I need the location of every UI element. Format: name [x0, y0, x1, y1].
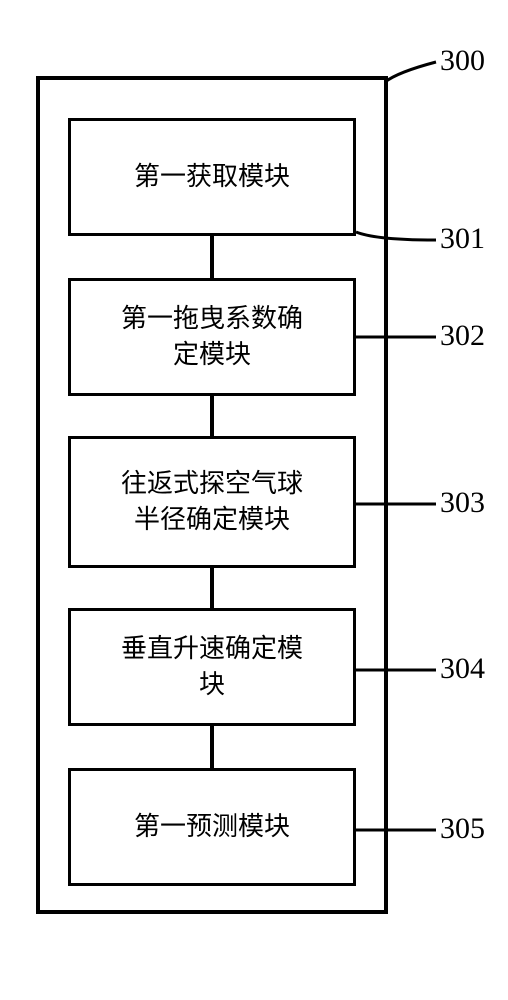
module-label-304: 垂直升速确定模 块: [121, 631, 303, 704]
connector-line-2: [210, 568, 214, 608]
module-box-302: 第一拖曳系数确 定模块: [68, 278, 356, 396]
ref-label-303: 303: [440, 486, 485, 520]
ref-label-304: 304: [440, 652, 485, 686]
module-box-301: 第一获取模块: [68, 118, 356, 236]
ref-label-305: 305: [440, 812, 485, 846]
module-box-303: 往返式探空气球 半径确定模块: [68, 436, 356, 568]
module-label-305: 第一预测模块: [134, 809, 290, 845]
connector-line-1: [210, 396, 214, 436]
module-label-302: 第一拖曳系数确 定模块: [121, 301, 303, 374]
ref-label-301: 301: [440, 222, 485, 256]
ref-label-302: 302: [440, 319, 485, 353]
diagram-root: 第一获取模块第一拖曳系数确 定模块往返式探空气球 半径确定模块垂直升速确定模 块…: [0, 0, 508, 1000]
module-label-301: 第一获取模块: [134, 159, 290, 195]
module-label-303: 往返式探空气球 半径确定模块: [121, 466, 303, 539]
ref-label-300: 300: [440, 44, 485, 78]
connector-line-3: [210, 726, 214, 768]
connector-line-0: [210, 236, 214, 278]
module-box-304: 垂直升速确定模 块: [68, 608, 356, 726]
module-box-305: 第一预测模块: [68, 768, 356, 886]
